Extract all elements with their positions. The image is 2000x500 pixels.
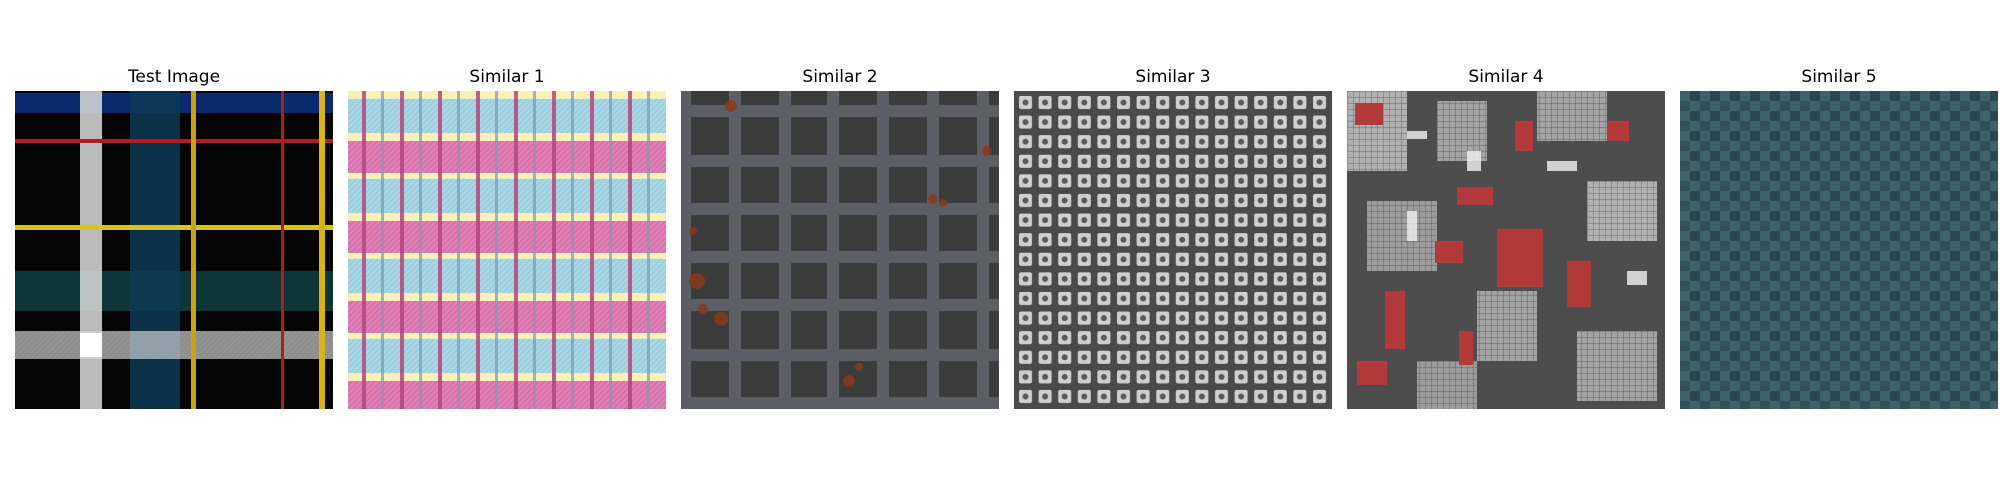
panel-title: Similar 5 (1801, 67, 1877, 87)
panel-test-image: Test Image (15, 66, 333, 409)
panel-similar-4: Similar 4 (1347, 66, 1665, 409)
panel-title: Similar 3 (1135, 67, 1211, 87)
dotted-grid-tiles-image (1014, 91, 1332, 409)
pastel-gingham-image (348, 91, 666, 409)
panel-title: Similar 4 (1468, 67, 1544, 87)
rusty-metal-grid-image (681, 91, 999, 409)
panel-similar-5: Similar 5 (1680, 66, 1998, 409)
panel-similar-2: Similar 2 (681, 66, 999, 409)
tartan-plaid-image (15, 91, 333, 409)
panel-similar-1: Similar 1 (348, 66, 666, 409)
panel-similar-3: Similar 3 (1014, 66, 1332, 409)
panel-title: Test Image (127, 67, 221, 87)
panel-title: Similar 1 (469, 67, 545, 87)
panel-title: Similar 2 (802, 67, 878, 87)
teal-checker-tiles-image (1680, 91, 1998, 409)
red-grey-circuit-collage-image (1347, 91, 1665, 409)
